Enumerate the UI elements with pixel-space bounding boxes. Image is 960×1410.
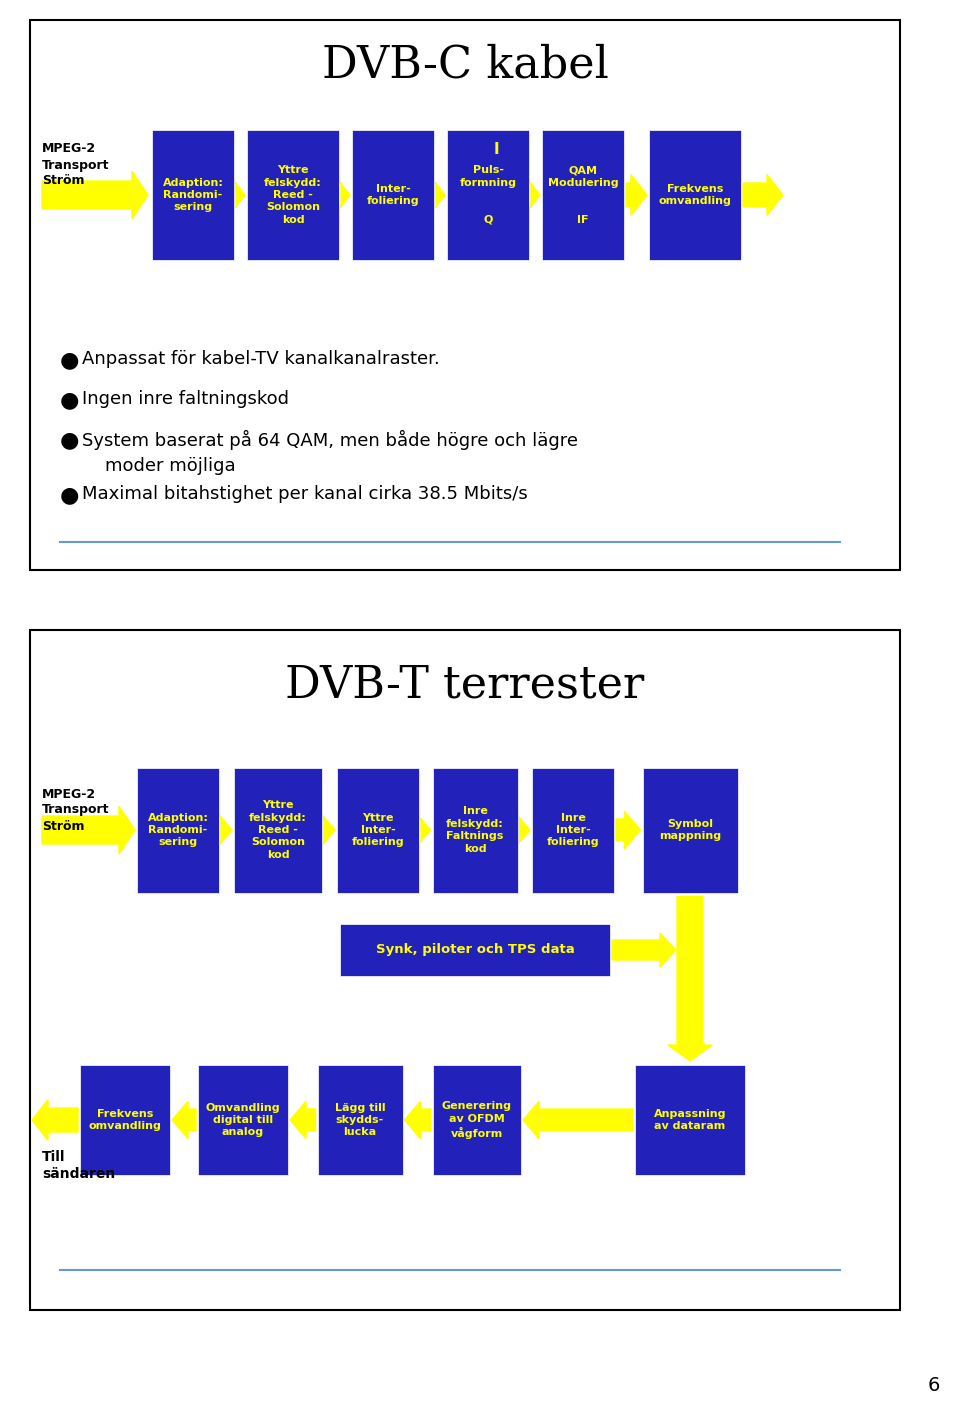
Text: Puls-
formning


Q: Puls- formning Q — [460, 165, 516, 224]
Polygon shape — [32, 1100, 78, 1141]
Text: Yttre
felskydd:
Reed -
Solomon
kod: Yttre felskydd: Reed - Solomon kod — [264, 165, 322, 224]
Polygon shape — [743, 175, 783, 216]
Text: Inre
Inter-
foliering: Inre Inter- foliering — [546, 812, 599, 847]
Bar — [433, 767, 517, 893]
Bar — [318, 1065, 402, 1175]
Text: MPEG-2
Transport
Ström: MPEG-2 Transport Ström — [42, 142, 109, 188]
Bar — [642, 767, 737, 893]
Polygon shape — [616, 811, 640, 849]
Text: Yttre
felskydd:
Reed -
Solomon
kod: Yttre felskydd: Reed - Solomon kod — [250, 801, 307, 860]
Polygon shape — [626, 175, 647, 216]
Polygon shape — [429, 175, 445, 216]
Bar — [337, 767, 419, 893]
Bar — [635, 1065, 745, 1175]
Bar — [30, 630, 900, 1310]
Polygon shape — [612, 933, 676, 967]
Polygon shape — [334, 175, 350, 216]
Text: QAM
Modulering


IF: QAM Modulering IF — [548, 165, 618, 224]
Bar — [352, 130, 434, 259]
Text: ●: ● — [60, 350, 80, 369]
Bar — [532, 767, 614, 893]
Text: I: I — [493, 141, 499, 157]
Bar — [30, 20, 900, 570]
Text: Adaption:
Randomi-
sering: Adaption: Randomi- sering — [162, 178, 224, 213]
Bar — [649, 130, 741, 259]
Text: System baserat på 64 QAM, men både högre och lägre
    moder möjliga: System baserat på 64 QAM, men både högre… — [82, 430, 578, 475]
Text: Lägg till
skydds-
lucka: Lägg till skydds- lucka — [335, 1103, 385, 1138]
Bar — [433, 1065, 521, 1175]
Polygon shape — [404, 1101, 431, 1139]
Text: Frekvens
omvandling: Frekvens omvandling — [659, 183, 732, 206]
Text: DVB-C kabel: DVB-C kabel — [322, 44, 609, 86]
Polygon shape — [514, 811, 530, 849]
Text: ●: ● — [60, 430, 80, 450]
Text: Maximal bitahstighet per kanal cirka 38.5 Mbits/s: Maximal bitahstighet per kanal cirka 38.… — [82, 485, 528, 503]
Text: Ingen inre faltningskod: Ingen inre faltningskod — [82, 391, 289, 407]
Text: Yttre
Inter-
foliering: Yttre Inter- foliering — [351, 812, 404, 847]
Text: Inter-
foliering: Inter- foliering — [367, 183, 420, 206]
Bar — [340, 924, 610, 976]
Bar — [80, 1065, 170, 1175]
Text: Generering
av OFDM
vågform: Generering av OFDM vågform — [442, 1101, 512, 1139]
Polygon shape — [524, 175, 540, 216]
Polygon shape — [415, 811, 430, 849]
Text: MPEG-2
Transport
Ström: MPEG-2 Transport Ström — [42, 788, 109, 832]
Text: ●: ● — [60, 485, 80, 505]
Bar — [152, 130, 234, 259]
Polygon shape — [523, 1101, 633, 1139]
Text: Frekvens
omvandling: Frekvens omvandling — [88, 1108, 161, 1131]
Text: Inre
felskydd:
Faltnings
kod: Inre felskydd: Faltnings kod — [446, 807, 504, 853]
Polygon shape — [229, 175, 245, 216]
Bar — [542, 130, 624, 259]
Text: Anpassat för kabel-TV kanalkanalraster.: Anpassat för kabel-TV kanalkanalraster. — [82, 350, 440, 368]
Bar — [447, 130, 529, 259]
Text: 6: 6 — [927, 1376, 940, 1394]
Text: ●: ● — [60, 391, 80, 410]
Polygon shape — [172, 1101, 196, 1139]
Text: Synk, piloter och TPS data: Synk, piloter och TPS data — [375, 943, 574, 956]
Text: Symbol
mappning: Symbol mappning — [659, 819, 721, 842]
Bar — [198, 1065, 288, 1175]
Text: Adaption:
Randomi-
sering: Adaption: Randomi- sering — [148, 812, 208, 847]
Bar — [137, 767, 219, 893]
Polygon shape — [42, 807, 135, 854]
Polygon shape — [216, 811, 232, 849]
Text: Omvandling
digital till
analog: Omvandling digital till analog — [205, 1103, 280, 1138]
Polygon shape — [42, 171, 148, 219]
Bar — [247, 130, 339, 259]
Polygon shape — [290, 1101, 316, 1139]
Text: Till
sändaren: Till sändaren — [42, 1151, 115, 1182]
Bar — [234, 767, 322, 893]
Polygon shape — [668, 897, 712, 1060]
Polygon shape — [319, 811, 335, 849]
Text: Anpassning
av dataram: Anpassning av dataram — [654, 1108, 727, 1131]
Text: DVB-T terrester: DVB-T terrester — [285, 664, 644, 706]
